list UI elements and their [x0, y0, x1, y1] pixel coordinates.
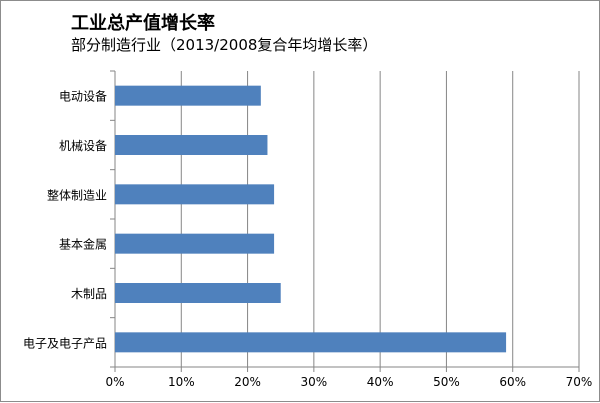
x-tick-label: 10%	[168, 375, 195, 389]
x-tick-label: 70%	[566, 375, 593, 389]
category-label: 机械设备	[59, 138, 107, 153]
category-label: 木制品	[71, 287, 107, 301]
chart-title: 工业总产值增长率	[71, 13, 215, 34]
x-tick-label: 0%	[105, 375, 124, 389]
bar	[115, 332, 507, 353]
category-label: 基本金属	[59, 237, 107, 252]
category-label: 电子及电子产品	[23, 336, 107, 350]
x-tick-label: 30%	[301, 375, 328, 389]
bar	[115, 135, 268, 155]
bar	[115, 283, 281, 303]
x-tick-label: 40%	[367, 375, 394, 389]
category-label: 电动设备	[59, 90, 107, 104]
x-tick-label: 50%	[433, 375, 460, 389]
bar	[115, 184, 275, 205]
chart-subtitle: 部分制造行业（2013/2008复合年均增长率）	[71, 36, 378, 54]
x-tick-label: 20%	[234, 375, 261, 389]
bar	[115, 233, 275, 254]
bar	[115, 85, 261, 106]
x-tick-label: 60%	[499, 375, 526, 389]
category-label: 整体制造业	[47, 187, 107, 202]
